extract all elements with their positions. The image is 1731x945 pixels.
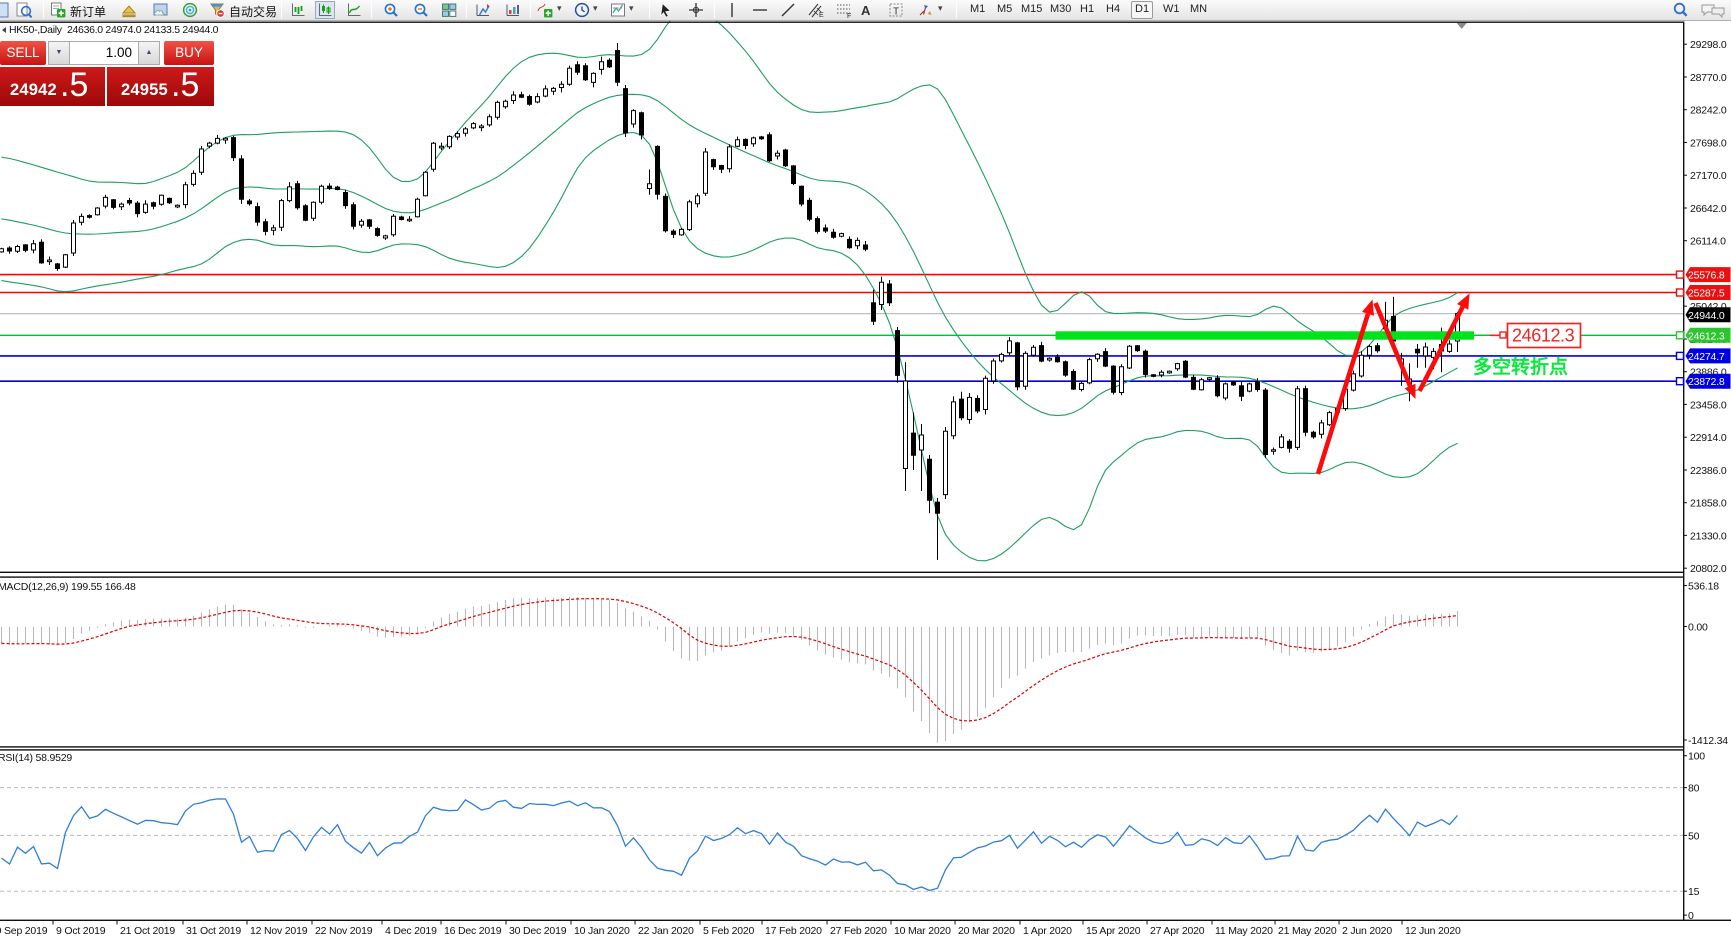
svg-text:100: 100	[1688, 751, 1705, 763]
svg-text:11 May 2020: 11 May 2020	[1215, 925, 1273, 937]
svg-text:MACD(12,26,9) 199.55 166.48: MACD(12,26,9) 199.55 166.48	[0, 581, 136, 593]
svg-text:0: 0	[1688, 910, 1694, 922]
svg-text:4 Dec 2019: 4 Dec 2019	[385, 925, 437, 937]
svg-text:27 Feb 2020: 27 Feb 2020	[830, 925, 887, 937]
svg-text:27 Apr 2020: 27 Apr 2020	[1150, 925, 1205, 937]
svg-text:12 Jun 2020: 12 Jun 2020	[1405, 925, 1461, 937]
svg-text:23872.8: 23872.8	[1688, 376, 1725, 388]
svg-text:21330.0: 21330.0	[1690, 530, 1727, 542]
svg-text:25576.8: 25576.8	[1688, 270, 1725, 282]
svg-text:20 Mar 2020: 20 Mar 2020	[958, 925, 1015, 937]
svg-text:22 Nov 2019: 22 Nov 2019	[315, 925, 373, 937]
svg-text:22386.0: 22386.0	[1690, 465, 1727, 477]
svg-text:16 Dec 2019: 16 Dec 2019	[444, 925, 502, 937]
svg-text:25287.5: 25287.5	[1688, 288, 1725, 300]
svg-text:HK50-,Daily 24636.0 24974.0 2: HK50-,Daily 24636.0 24974.0 24133.5 2494…	[9, 24, 219, 36]
svg-text:9 Oct 2019: 9 Oct 2019	[56, 925, 106, 937]
svg-text:F: F	[847, 13, 851, 18]
svg-text:50: 50	[1688, 830, 1700, 842]
svg-text:28242.0: 28242.0	[1690, 105, 1727, 117]
svg-text:22 Jan 2020: 22 Jan 2020	[638, 925, 694, 937]
svg-text:RSI(14) 58.9529: RSI(14) 58.9529	[0, 752, 72, 764]
svg-text:2 Jun 2020: 2 Jun 2020	[1342, 925, 1392, 937]
svg-text:26642.0: 26642.0	[1690, 203, 1727, 215]
svg-text:多空转折点: 多空转折点	[1473, 355, 1568, 378]
svg-text:22914.0: 22914.0	[1690, 432, 1727, 444]
svg-text:12 Nov 2019: 12 Nov 2019	[250, 925, 308, 937]
svg-text:17 Feb 2020: 17 Feb 2020	[765, 925, 822, 937]
svg-text:-1412.34: -1412.34	[1688, 735, 1728, 747]
svg-text:10 Mar 2020: 10 Mar 2020	[894, 925, 951, 937]
svg-text:28770.0: 28770.0	[1690, 72, 1727, 84]
svg-text:T: T	[893, 7, 899, 18]
svg-text:24944.0: 24944.0	[1688, 310, 1725, 322]
svg-text:536.18: 536.18	[1688, 581, 1719, 593]
svg-text:29298.0: 29298.0	[1690, 39, 1727, 51]
svg-text:80: 80	[1688, 783, 1700, 795]
svg-text:24612.3: 24612.3	[1688, 330, 1725, 342]
svg-text:24612.3: 24612.3	[1512, 326, 1575, 346]
svg-text:10 Jan 2020: 10 Jan 2020	[574, 925, 630, 937]
svg-text:15 Apr 2020: 15 Apr 2020	[1086, 925, 1141, 937]
svg-text:27170.0: 27170.0	[1690, 170, 1727, 182]
svg-text:26114.0: 26114.0	[1690, 236, 1726, 248]
svg-text:5 Feb 2020: 5 Feb 2020	[703, 925, 754, 937]
svg-text:23458.0: 23458.0	[1690, 399, 1727, 411]
svg-text:24274.7: 24274.7	[1688, 351, 1725, 363]
svg-text:30 Sep 2019: 30 Sep 2019	[0, 925, 48, 937]
svg-text:21858.0: 21858.0	[1690, 498, 1727, 510]
svg-text:31 Oct 2019: 31 Oct 2019	[186, 925, 241, 937]
svg-text:30 Dec 2019: 30 Dec 2019	[509, 925, 567, 937]
svg-text:15: 15	[1688, 886, 1700, 898]
svg-text:0.00: 0.00	[1688, 622, 1708, 634]
svg-text:1 Apr 2020: 1 Apr 2020	[1023, 925, 1072, 937]
svg-text:21 May 2020: 21 May 2020	[1278, 925, 1337, 937]
svg-text:E: E	[819, 12, 824, 18]
svg-text:21 Oct 2019: 21 Oct 2019	[120, 925, 175, 937]
svg-text:20802.0: 20802.0	[1690, 563, 1727, 575]
svg-text:27698.0: 27698.0	[1690, 138, 1727, 150]
